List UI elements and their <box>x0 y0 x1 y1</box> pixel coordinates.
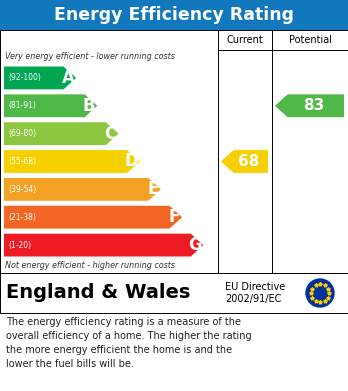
Text: B: B <box>83 97 95 115</box>
Text: E: E <box>147 180 158 198</box>
Text: England & Wales: England & Wales <box>6 283 190 303</box>
Circle shape <box>306 279 334 307</box>
Polygon shape <box>4 150 140 173</box>
Polygon shape <box>4 122 118 145</box>
Text: (55-68): (55-68) <box>8 157 36 166</box>
Polygon shape <box>4 178 161 201</box>
Text: D: D <box>125 152 139 170</box>
Bar <box>0 30 348 273</box>
Text: Current: Current <box>227 35 263 45</box>
Text: 68: 68 <box>238 154 259 169</box>
Text: (69-80): (69-80) <box>8 129 36 138</box>
Text: Potential: Potential <box>288 35 332 45</box>
Polygon shape <box>4 66 76 90</box>
Polygon shape <box>221 150 268 173</box>
Text: C: C <box>104 125 117 143</box>
Text: A: A <box>62 69 74 87</box>
Text: (92-100): (92-100) <box>8 74 41 83</box>
Text: F: F <box>168 208 180 226</box>
Text: The energy efficiency rating is a measure of the
overall efficiency of a home. T: The energy efficiency rating is a measur… <box>6 317 252 369</box>
Polygon shape <box>4 234 203 256</box>
Bar <box>0 0 348 30</box>
Polygon shape <box>4 206 182 229</box>
Text: Not energy efficient - higher running costs: Not energy efficient - higher running co… <box>5 261 175 270</box>
Polygon shape <box>4 94 97 117</box>
Text: Very energy efficient - lower running costs: Very energy efficient - lower running co… <box>5 52 175 61</box>
Text: Energy Efficiency Rating: Energy Efficiency Rating <box>54 6 294 24</box>
Text: (81-91): (81-91) <box>8 101 36 110</box>
Text: (1-20): (1-20) <box>8 240 31 249</box>
Bar <box>0 273 348 313</box>
Polygon shape <box>275 94 344 117</box>
Text: EU Directive
2002/91/EC: EU Directive 2002/91/EC <box>225 282 285 304</box>
Text: 83: 83 <box>303 98 324 113</box>
Text: (39-54): (39-54) <box>8 185 36 194</box>
Text: (21-38): (21-38) <box>8 213 36 222</box>
Text: G: G <box>188 236 202 254</box>
